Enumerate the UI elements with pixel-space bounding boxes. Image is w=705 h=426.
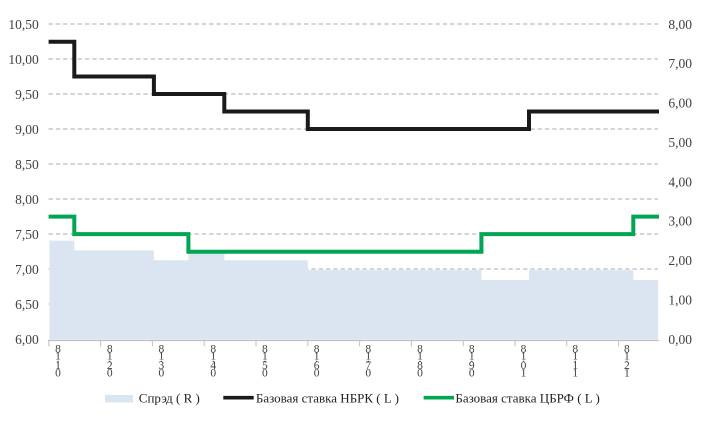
svg-text:.: .: [212, 353, 215, 365]
svg-text:9,00: 9,00: [15, 122, 39, 137]
svg-text:1: 1: [521, 367, 527, 379]
svg-text:1: 1: [572, 351, 578, 363]
svg-text:.: .: [470, 353, 473, 365]
svg-text:0: 0: [55, 367, 61, 379]
svg-text:1: 1: [262, 351, 268, 363]
svg-text:0: 0: [521, 360, 527, 372]
svg-text:Базовая ставка ЦБРФ ( L ): Базовая ставка ЦБРФ ( L ): [455, 390, 599, 405]
svg-text:.: .: [367, 353, 370, 365]
svg-text:.: .: [108, 353, 111, 365]
svg-text:.: .: [263, 353, 266, 365]
svg-text:8: 8: [107, 344, 113, 356]
svg-text:1: 1: [521, 351, 527, 363]
svg-text:8: 8: [365, 344, 371, 356]
svg-text:8: 8: [521, 344, 527, 356]
svg-text:1: 1: [314, 351, 320, 363]
svg-text:8: 8: [469, 344, 475, 356]
svg-text:.: .: [574, 353, 577, 365]
svg-text:8,00: 8,00: [668, 17, 692, 32]
svg-text:1: 1: [159, 351, 165, 363]
svg-text:6: 6: [314, 360, 320, 372]
svg-text:0: 0: [159, 367, 165, 379]
svg-text:4,00: 4,00: [668, 174, 692, 189]
svg-text:1: 1: [624, 351, 630, 363]
svg-text:1,00: 1,00: [668, 292, 692, 307]
svg-text:3: 3: [159, 360, 165, 372]
svg-text:6,00: 6,00: [15, 332, 39, 347]
svg-text:3,00: 3,00: [668, 214, 692, 229]
svg-text:8: 8: [624, 344, 630, 356]
svg-text:1: 1: [417, 351, 423, 363]
svg-text:8: 8: [262, 344, 268, 356]
svg-text:8: 8: [55, 344, 61, 356]
svg-text:8: 8: [417, 360, 423, 372]
svg-text:1: 1: [469, 351, 475, 363]
svg-text:Спрэд ( R ): Спрэд ( R ): [139, 390, 200, 405]
svg-text:Базовая ставка НБРК ( L ): Базовая ставка НБРК ( L ): [256, 390, 399, 405]
svg-text:7,50: 7,50: [15, 227, 39, 242]
svg-text:.: .: [625, 353, 628, 365]
svg-text:0: 0: [417, 367, 423, 379]
svg-text:.: .: [160, 353, 163, 365]
svg-text:.: .: [315, 353, 318, 365]
svg-text:10,50: 10,50: [8, 17, 39, 32]
svg-text:2: 2: [107, 360, 113, 372]
svg-text:10,00: 10,00: [8, 52, 39, 67]
svg-text:8: 8: [314, 344, 320, 356]
svg-text:8,00: 8,00: [15, 192, 39, 207]
svg-text:.: .: [57, 353, 60, 365]
svg-text:0: 0: [107, 367, 113, 379]
svg-text:.: .: [419, 353, 422, 365]
svg-text:0,00: 0,00: [668, 332, 692, 347]
svg-text:9,50: 9,50: [15, 87, 39, 102]
svg-text:7,00: 7,00: [15, 262, 39, 277]
svg-text:1: 1: [572, 367, 578, 379]
svg-text:4: 4: [210, 360, 216, 372]
svg-text:7: 7: [365, 360, 371, 372]
svg-text:1: 1: [365, 351, 371, 363]
svg-text:1: 1: [55, 360, 61, 372]
svg-text:8,50: 8,50: [15, 157, 39, 172]
svg-text:6,50: 6,50: [15, 297, 39, 312]
svg-text:2,00: 2,00: [668, 253, 692, 268]
svg-text:1: 1: [572, 360, 578, 372]
svg-text:8: 8: [159, 344, 165, 356]
svg-text:0: 0: [314, 367, 320, 379]
svg-text:1: 1: [210, 351, 216, 363]
svg-text:5,00: 5,00: [668, 135, 692, 150]
svg-text:9: 9: [469, 360, 475, 372]
svg-text:8: 8: [572, 344, 578, 356]
svg-text:1: 1: [55, 351, 61, 363]
svg-text:8: 8: [210, 344, 216, 356]
svg-text:0: 0: [365, 367, 371, 379]
svg-text:5: 5: [262, 360, 268, 372]
svg-text:0: 0: [262, 367, 268, 379]
svg-text:2: 2: [624, 360, 630, 372]
svg-text:8: 8: [417, 344, 423, 356]
svg-text:6,00: 6,00: [668, 96, 692, 111]
svg-text:1: 1: [624, 367, 630, 379]
svg-text:.: .: [522, 353, 525, 365]
svg-text:0: 0: [210, 367, 216, 379]
svg-text:7,00: 7,00: [668, 56, 692, 71]
svg-text:1: 1: [107, 351, 113, 363]
svg-text:0: 0: [469, 367, 475, 379]
